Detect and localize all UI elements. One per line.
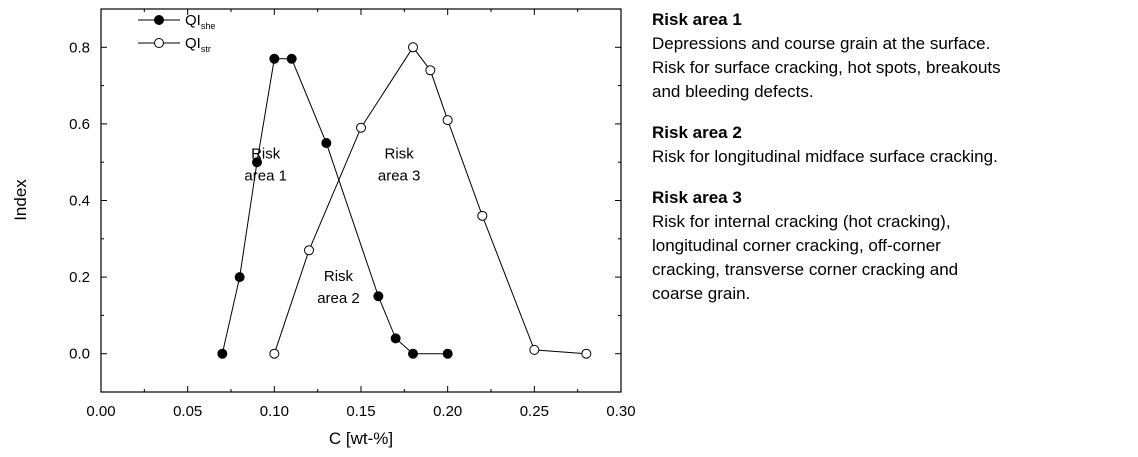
data-point-she <box>408 348 418 359</box>
series-line-str <box>273 46 587 355</box>
y-tick-label: 0.8 <box>69 39 90 56</box>
data-point-str <box>581 348 592 359</box>
x-tick-label: 0.15 <box>346 403 375 420</box>
plot-frame <box>100 8 622 393</box>
x-tick-label: 0.20 <box>433 403 462 420</box>
data-point-she <box>442 348 453 359</box>
data-point-she <box>373 291 384 302</box>
risk-note-text: Risk for longitudinal midface surface cr… <box>652 147 998 166</box>
risk-note-text: Risk for internal cracking (hot cracking… <box>652 212 951 231</box>
risk-area-label: Risk area 2 <box>317 268 360 307</box>
risk-note-heading: Risk area 2 <box>652 123 742 142</box>
risk-note: Risk area 1 Depressions and course grain … <box>652 8 1132 104</box>
x-axis-ticks: 0.00 0.05 0.10 0.15 0.20 0.25 0.30 <box>86 9 636 420</box>
risk-note-text: longitudinal corner cracking, off-corner <box>652 236 941 255</box>
x-tick-label: 0.10 <box>260 403 289 420</box>
risk-note-text: cracking, transverse corner cracking and <box>652 260 959 279</box>
series-layer <box>217 42 592 359</box>
legend-label: QIstr <box>185 35 211 54</box>
risk-note-text: coarse grain. <box>652 284 751 303</box>
risk-note-heading: Risk area 3 <box>652 188 742 207</box>
risk-area-label: Risk area 1 <box>244 145 287 184</box>
y-tick-label: 0.6 <box>69 116 90 133</box>
y-tick-label: 0.4 <box>69 193 90 210</box>
risk-note: Risk area 2 Risk for longitudinal midface… <box>652 121 1132 169</box>
risk-note-text: Depressions and course grain at the surf… <box>652 34 991 53</box>
y-axis-title: Index <box>11 179 30 221</box>
data-point-str <box>304 245 314 256</box>
y-tick-label: 0.0 <box>69 346 90 363</box>
series-line-she <box>221 58 448 355</box>
data-point-str <box>356 122 366 133</box>
x-tick-label: 0.05 <box>173 403 202 420</box>
risk-note-heading: Risk area 1 <box>652 10 742 29</box>
risk-area-label: Risk area 3 <box>378 145 421 184</box>
data-point-str <box>269 348 280 359</box>
x-tick-label: 0.30 <box>606 403 635 420</box>
data-point-she <box>217 348 228 359</box>
risk-note-text: Risk for surface cracking, hot spots, br… <box>652 58 1001 77</box>
legend: QIshe QIstr <box>138 12 215 54</box>
risk-note-text: and bleeding defects. <box>652 82 814 101</box>
data-point-she <box>234 272 245 283</box>
data-point-she <box>390 333 401 344</box>
x-axis-title: C [wt-%] <box>329 429 393 448</box>
x-tick-label: 0.25 <box>520 403 549 420</box>
data-point-she <box>321 138 332 149</box>
data-point-str <box>442 115 453 126</box>
data-point-str <box>477 210 488 221</box>
y-tick-label: 0.2 <box>69 269 90 286</box>
data-point-she <box>269 53 280 64</box>
legend-label: QIshe <box>185 12 215 31</box>
data-point-she <box>286 53 297 64</box>
data-point-str <box>425 65 436 76</box>
y-axis-ticks: 0.0 0.2 0.4 0.6 0.8 <box>69 8 621 393</box>
risk-note: Risk area 3 Risk for internal cracking (h… <box>652 186 1132 306</box>
data-point-she <box>252 157 262 168</box>
data-point-str <box>529 344 540 355</box>
chart: 0.00 0.05 0.10 0.15 0.20 0.25 0.30 0.00.20.40.… <box>11 8 636 448</box>
data-point-str <box>408 42 418 53</box>
legend-marker <box>154 15 164 25</box>
annotations: Risk area 1 Risk area 3 Risk area 2 <box>244 145 420 307</box>
x-tick-label: 0.00 <box>86 403 115 420</box>
legend-marker <box>154 38 164 48</box>
risk-notes: Risk area 1 Depressions and course grain … <box>652 8 1132 323</box>
